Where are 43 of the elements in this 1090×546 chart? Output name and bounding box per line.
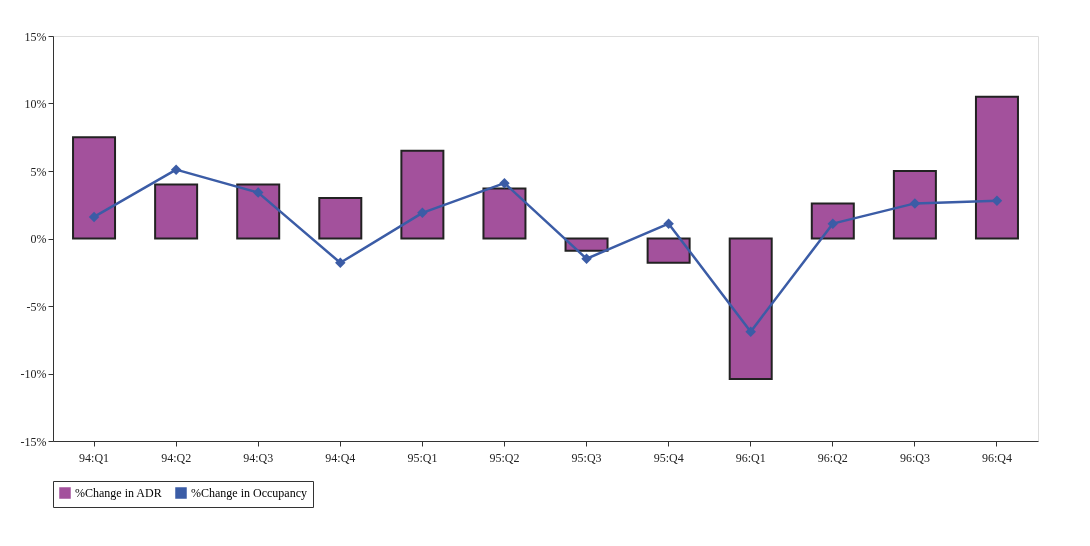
point: [252, 187, 264, 198]
bar: [810, 202, 855, 240]
bar: [236, 183, 281, 240]
y-tick-label: 15%: [24, 29, 47, 44]
y-tick-label: 5%: [30, 164, 47, 179]
bar: [318, 197, 363, 240]
x-tick-label: 95:Q1: [407, 450, 438, 465]
bar: [72, 136, 117, 240]
y-tick-label: -5%: [26, 299, 47, 314]
y-tick-label: -15%: [20, 434, 47, 449]
legend-label: %Change in Occupancy: [191, 486, 307, 500]
bar: [400, 149, 445, 240]
x-tick-label: 96:Q4: [981, 450, 1012, 465]
x-tick-label: 95:Q3: [571, 450, 602, 465]
point: [581, 253, 592, 264]
x-tick-label: 95:Q4: [653, 450, 684, 465]
x-tick-label: 94:Q2: [161, 450, 192, 465]
point: [663, 218, 674, 229]
point: [745, 326, 756, 337]
bar: [154, 183, 199, 240]
bar: [482, 187, 527, 240]
y-tick-label: 0%: [30, 232, 47, 246]
point: [335, 257, 346, 269]
bar: [728, 237, 773, 380]
x-tick-label: 94:Q1: [79, 450, 110, 465]
point: [909, 198, 921, 209]
x-tick-label: 96:Q1: [735, 450, 766, 465]
point: [88, 211, 100, 223]
y-tick-label: -10%: [20, 367, 47, 381]
x-tick-label: 96:Q2: [817, 450, 848, 465]
point: [499, 177, 510, 189]
x-tick-label: 94:Q4: [325, 450, 356, 465]
bar: [892, 170, 937, 240]
x-tick-label: 95:Q2: [489, 450, 520, 465]
y-tick-label: 10%: [24, 97, 47, 111]
bar: [646, 237, 691, 264]
x-tick-label: 96:Q3: [899, 450, 930, 465]
point: [417, 207, 428, 219]
point: [170, 164, 182, 175]
x-tick-label: 94:Q3: [243, 450, 274, 465]
bar: [974, 95, 1019, 240]
point: [991, 195, 1003, 206]
legend-label: %Change in ADR: [75, 486, 162, 500]
